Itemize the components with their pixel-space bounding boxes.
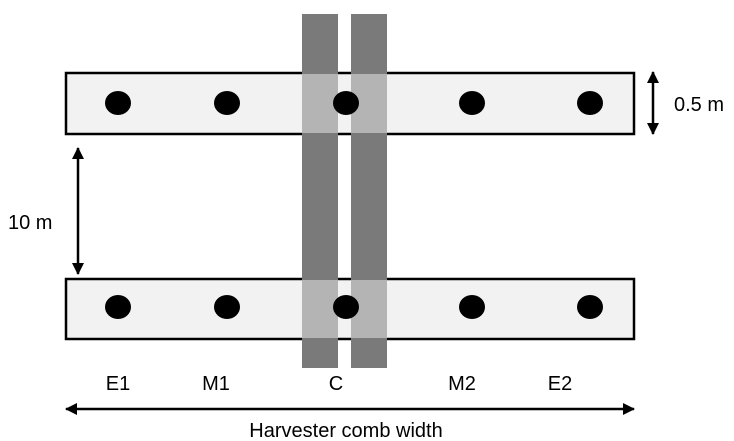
sample-point-top-c bbox=[333, 91, 359, 115]
row-spacing-label: 10 m bbox=[8, 212, 52, 234]
comb-width-label: Harvester comb width bbox=[249, 420, 442, 441]
position-label-e2: E2 bbox=[548, 373, 572, 395]
sample-point-top-m1 bbox=[214, 91, 240, 115]
sample-point-bottom-m2 bbox=[459, 295, 485, 319]
position-label-c: C bbox=[329, 373, 343, 395]
sample-point-bottom-e2 bbox=[577, 295, 603, 319]
sample-point-bottom-m1 bbox=[214, 295, 240, 319]
sample-point-top-e2 bbox=[577, 91, 603, 115]
track-left-top-overlap bbox=[302, 74, 338, 133]
track-left-bottom-overlap bbox=[302, 280, 338, 338]
sample-point-top-m2 bbox=[459, 91, 485, 115]
sample-point-bottom-c bbox=[333, 295, 359, 319]
position-label-e1: E1 bbox=[106, 373, 130, 395]
position-label-m1: M1 bbox=[202, 373, 230, 395]
row-height-label: 0.5 m bbox=[674, 94, 724, 116]
position-label-m2: M2 bbox=[448, 373, 476, 395]
sample-point-bottom-e1 bbox=[105, 295, 131, 319]
sample-point-top-e1 bbox=[105, 91, 131, 115]
